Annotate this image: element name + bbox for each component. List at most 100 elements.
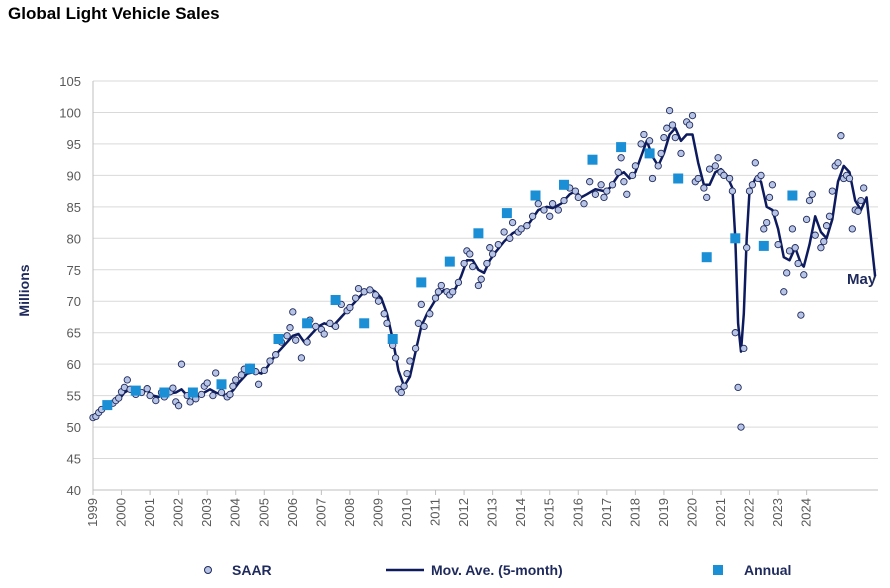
saar-point [403,369,411,378]
saar-point [143,385,151,393]
saar-point [737,423,745,431]
saar-point [229,382,237,390]
saar-point [640,130,648,139]
x-tick-label: 2020 [684,498,699,527]
saar-point [406,357,414,365]
saar-point [663,124,671,132]
saar-point [297,354,306,362]
saar-point [232,376,240,384]
saar-point [411,344,420,353]
legend-annual-marker [713,565,723,575]
saar-point [603,187,611,195]
legend-mov-ave-label: Mov. Ave. (5-month) [431,562,563,578]
saar-point [808,190,816,198]
x-tick-label: 2019 [656,498,671,527]
saar-point [828,187,836,195]
saar-point [771,209,779,217]
saar-point [705,165,714,173]
annual-point [587,154,598,165]
saar-point [477,275,485,283]
saar-point [857,196,865,205]
x-tick-labels: 1999 2000 2001 2002 2003 2004 2005 2006 2007 2008… [85,498,814,527]
saar-point [483,259,491,268]
saar-point [817,244,825,252]
annual-point [616,142,627,153]
saar-point [115,394,123,402]
saar-point [303,338,311,346]
y-axis-label: Millions [16,264,32,316]
annual-point [359,318,370,329]
saar-point [260,366,268,375]
annual-point [330,295,341,305]
saar-point [600,193,608,202]
y-tick-label: 85 [67,200,81,215]
saar-point [152,396,160,405]
y-tick-label: 95 [67,137,81,152]
saar-point [571,187,580,195]
y-tick-label: 60 [67,357,81,372]
saar-point [226,390,234,399]
saar-point [331,322,340,331]
saar-point [788,225,797,233]
mov-ave-line [92,126,877,420]
saar-point [560,196,568,205]
annual-point [530,190,541,201]
saar-point [351,294,360,302]
y-tick-label: 80 [67,231,81,246]
saar-point [414,319,423,327]
saar-point [437,281,445,290]
annual-point [473,228,484,239]
saar-point [783,269,791,277]
saar-point [745,187,754,195]
saar-point [169,384,177,392]
saar-point [400,382,408,390]
saar-point [454,278,463,287]
annual-point [501,208,512,219]
annual-point [102,400,113,411]
annual-point [159,387,170,398]
saar-point [431,294,440,302]
saar-point [391,354,400,362]
annual-point [758,240,769,251]
saar-point [312,322,320,331]
saar-point [380,310,388,318]
saar-point [791,244,799,252]
saar-point [688,111,697,120]
saar-point [123,376,131,384]
annual-point [730,233,741,244]
saar-point [614,168,622,176]
y-tick-label: 105 [59,74,81,89]
saar-point [420,322,428,331]
annual-point [701,252,712,263]
saar-point [523,222,531,230]
saar-point [371,291,380,299]
x-tick-label: 2000 [114,498,129,527]
saar-point [620,178,628,186]
saar-point [837,132,845,140]
x-tick-label: 2017 [599,498,614,527]
saar-point [540,206,548,214]
legend-saar-label: SAAR [232,562,272,578]
saar-point [854,207,862,215]
x-tick-label: 2008 [342,498,357,527]
y-tick-label: 65 [67,326,81,341]
saar-point [628,171,637,180]
saar-point [765,193,774,202]
x-tick-label: 2015 [542,498,557,527]
saar-point [805,196,814,205]
saar-point [460,259,468,268]
x-tick-label: 2010 [399,498,414,527]
y-tick-label: 70 [67,294,81,309]
annual-point [559,179,569,190]
saar-point [768,181,777,189]
x-tick-label: 2013 [485,498,500,527]
axes [92,81,878,495]
saar-point [283,332,291,340]
saar-point [374,297,383,305]
saar-point [700,184,708,192]
mov-ave-series [92,126,877,420]
saar-point [174,402,183,410]
saar-point [366,286,374,294]
saar-point [397,388,405,397]
